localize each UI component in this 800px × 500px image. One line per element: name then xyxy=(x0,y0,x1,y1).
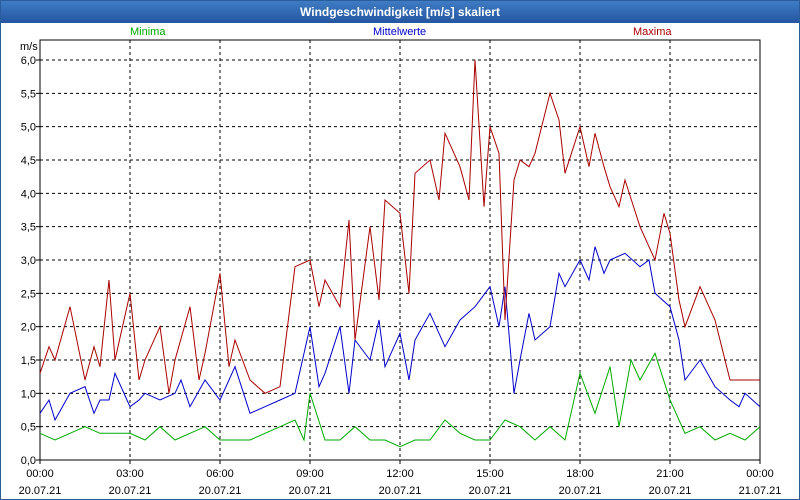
chart-title: Windgeschwindigkeit [m/s] skaliert xyxy=(1,1,799,23)
legend-minima: Minima xyxy=(130,26,166,38)
series-line-mittelwerte xyxy=(39,246,761,422)
x-tick-time-label: 18:00 xyxy=(566,468,594,480)
x-tick-date-label: 20.07.21 xyxy=(289,485,332,497)
x-tick-date-label: 20.07.21 xyxy=(649,485,692,497)
y-axis-label: m/s xyxy=(20,41,38,53)
x-tick-time-label: 00:00 xyxy=(746,468,774,480)
x-tick-date-label: 21.07.21 xyxy=(739,485,782,497)
x-tick-date-label: 20.07.21 xyxy=(379,485,422,497)
y-tick-label: 5,5 xyxy=(21,88,36,100)
series-line-maxima xyxy=(39,59,760,394)
x-tick-time-label: 03:00 xyxy=(116,468,144,480)
y-tick-label: 4,5 xyxy=(21,155,36,167)
legend-mittelwerte: Mittelwerte xyxy=(373,26,427,38)
y-tick-label: 0,0 xyxy=(21,455,36,467)
y-tick-label: 1,0 xyxy=(21,388,36,400)
x-tick-date-label: 20.07.21 xyxy=(559,485,602,497)
y-tick-label: 1,5 xyxy=(21,355,36,367)
x-tick-date-label: 20.07.21 xyxy=(109,485,152,497)
y-tick-label: 6,0 xyxy=(21,55,36,67)
series-line-minima xyxy=(39,352,761,448)
y-tick-label: 3,5 xyxy=(21,222,36,234)
x-tick-date-label: 20.07.21 xyxy=(19,485,62,497)
y-tick-label: 3,0 xyxy=(21,255,36,267)
y-tick-label: 4,0 xyxy=(21,188,36,200)
legend-maxima: Maxima xyxy=(633,26,672,38)
x-tick-time-label: 12:00 xyxy=(386,468,414,480)
x-tick-time-label: 00:00 xyxy=(26,468,54,480)
x-tick-time-label: 15:00 xyxy=(476,468,504,480)
y-tick-label: 2,5 xyxy=(21,288,36,300)
x-tick-date-label: 20.07.21 xyxy=(469,485,512,497)
x-tick-time-label: 06:00 xyxy=(206,468,234,480)
y-tick-label: 5,0 xyxy=(21,122,36,134)
x-tick-date-label: 20.07.21 xyxy=(199,485,242,497)
y-tick-label: 0,5 xyxy=(21,422,36,434)
x-tick-time-label: 21:00 xyxy=(656,468,684,480)
x-tick-time-label: 09:00 xyxy=(296,468,324,480)
y-tick-label: 2,0 xyxy=(21,322,36,334)
